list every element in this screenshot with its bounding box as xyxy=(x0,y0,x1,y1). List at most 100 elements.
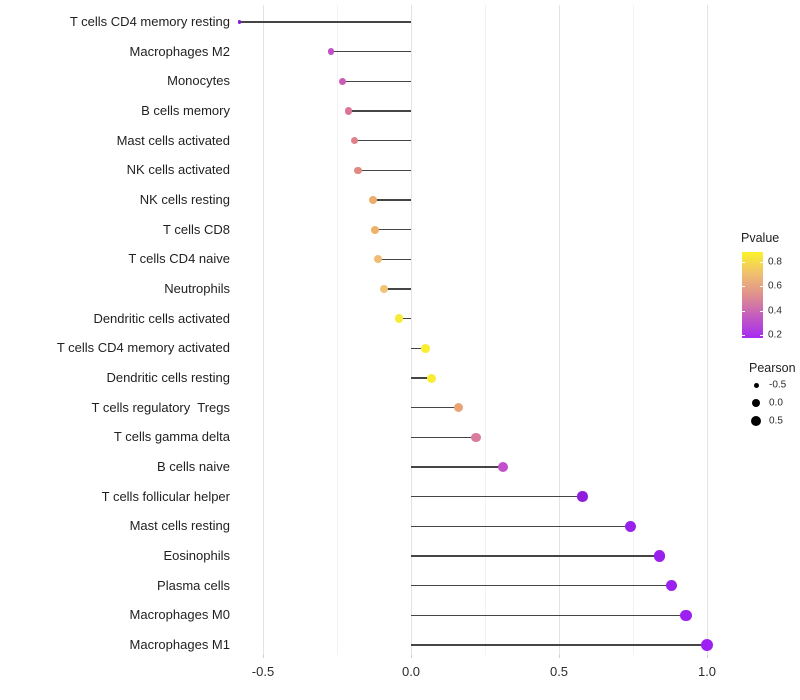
lollipop-stem xyxy=(375,228,411,231)
x-tick-label: 0.0 xyxy=(401,664,421,679)
lollipop-dot xyxy=(471,432,481,443)
gridline-major xyxy=(559,5,560,655)
pearson-legend-title: Pearson xyxy=(749,361,796,375)
lollipop-stem xyxy=(411,347,426,350)
x-tick-mark xyxy=(559,655,560,658)
lollipop-dot xyxy=(368,196,377,204)
pvalue-bar-tick xyxy=(742,335,745,337)
row-label: Dendritic cells resting xyxy=(106,370,230,385)
lollipop-stem xyxy=(239,21,411,23)
lollipop-stem xyxy=(411,584,672,587)
row-label: NK cells resting xyxy=(139,192,230,207)
pvalue-tick-label: 0.6 xyxy=(768,280,782,292)
pvalue-bar-tick xyxy=(742,286,745,288)
row-label: T cells gamma delta xyxy=(113,429,230,445)
row-label: T cells CD8 xyxy=(163,221,230,237)
row-label: B cells memory xyxy=(141,103,230,118)
pvalue-tick-label: 0.4 xyxy=(768,305,782,317)
lollipop-stem xyxy=(399,317,411,320)
gridline-major xyxy=(263,5,264,655)
row-label: T cells regulatory Tregs xyxy=(91,399,230,415)
lollipop-dot xyxy=(353,166,362,175)
lollipop-stem xyxy=(348,110,411,112)
lollipop-dot xyxy=(374,255,383,264)
pvalue-bar-tick xyxy=(742,262,745,263)
row-label: T cells CD4 memory resting xyxy=(69,14,230,29)
pearson-legend-dot xyxy=(753,382,759,388)
pvalue-bar-tick xyxy=(760,310,763,312)
pvalue-tick-label: 0.2 xyxy=(768,329,782,341)
row-label: Plasma cells xyxy=(157,577,230,593)
lollipop-dot xyxy=(380,284,389,294)
pearson-legend-label: 0.5 xyxy=(769,415,783,427)
lollipop-dot xyxy=(339,77,347,85)
x-tick-label: -0.5 xyxy=(251,664,275,679)
lollipop-dot xyxy=(624,520,636,532)
row-label: Mast cells resting xyxy=(129,518,230,534)
lollipop-stem xyxy=(411,495,583,498)
lollipop-stem xyxy=(342,80,411,83)
x-tick-label: 0.5 xyxy=(549,664,569,679)
gridline-minor xyxy=(633,5,634,655)
row-label: Eosinophils xyxy=(163,548,231,563)
lollipop-dot xyxy=(237,20,242,24)
pvalue-bar-tick xyxy=(760,286,763,288)
lollipop-stem xyxy=(411,644,707,646)
lollipop-dot xyxy=(371,225,380,234)
lollipop-dot xyxy=(654,550,666,562)
lollipop-stem xyxy=(411,525,631,528)
row-label: NK cells activated xyxy=(126,162,230,178)
row-label: Macrophages M2 xyxy=(129,43,230,59)
row-label: T cells CD4 memory activated xyxy=(56,340,230,356)
lollipop-stem xyxy=(378,258,411,261)
row-label: T cells follicular helper xyxy=(101,488,230,504)
pearson-legend-dot xyxy=(751,398,761,408)
lollipop-dot xyxy=(421,343,431,353)
lollipop-stem xyxy=(372,199,411,201)
lollipop-dot xyxy=(351,136,359,145)
gridline-minor xyxy=(337,5,338,655)
lollipop-dot xyxy=(453,402,464,413)
lollipop-dot xyxy=(701,639,713,651)
row-label: Monocytes xyxy=(167,73,230,89)
x-tick-mark xyxy=(411,655,412,658)
plot-panel xyxy=(237,5,731,655)
lollipop-stem xyxy=(331,50,411,53)
pvalue-bar-tick xyxy=(742,310,745,312)
row-label: T cells CD4 naive xyxy=(128,251,230,267)
gridline-major xyxy=(411,5,412,655)
x-tick-label: 1.0 xyxy=(697,664,717,679)
lollipop-stem xyxy=(357,169,411,172)
pearson-legend-label: 0.0 xyxy=(769,397,783,409)
row-label: Macrophages M0 xyxy=(129,607,230,623)
lollipop-dot xyxy=(577,491,588,502)
lollipop-dot xyxy=(327,48,335,56)
lollipop-dot xyxy=(427,373,437,383)
lollipop-stem xyxy=(411,377,432,379)
row-label: B cells naive xyxy=(157,459,230,474)
x-tick-mark xyxy=(263,655,264,658)
gridline-minor xyxy=(485,5,486,655)
row-label: Dendritic cells activated xyxy=(93,310,230,326)
lollipop-dot xyxy=(665,579,678,592)
lollipop-stem xyxy=(411,436,477,439)
lollipop-dot xyxy=(497,462,508,472)
lollipop-dot xyxy=(394,314,404,323)
lollipop-dot xyxy=(345,107,353,115)
lollipop-stem xyxy=(354,139,411,142)
pearson-legend-label: -0.5 xyxy=(769,379,787,391)
lollipop-stem xyxy=(384,288,411,290)
pvalue-legend-title: Pvalue xyxy=(741,231,780,245)
row-label: Mast cells activated xyxy=(116,132,230,148)
x-tick-mark xyxy=(707,655,708,658)
row-label: Neutrophils xyxy=(164,281,230,296)
lollipop-stem xyxy=(411,555,660,557)
row-label: Macrophages M1 xyxy=(129,637,230,652)
lollipop-stem xyxy=(411,466,503,468)
pvalue-tick-label: 0.8 xyxy=(768,256,782,268)
lollipop-stem xyxy=(411,406,459,409)
lollipop-stem xyxy=(411,614,687,617)
gridline-major xyxy=(707,5,708,655)
pearson-legend-dot xyxy=(750,415,762,427)
